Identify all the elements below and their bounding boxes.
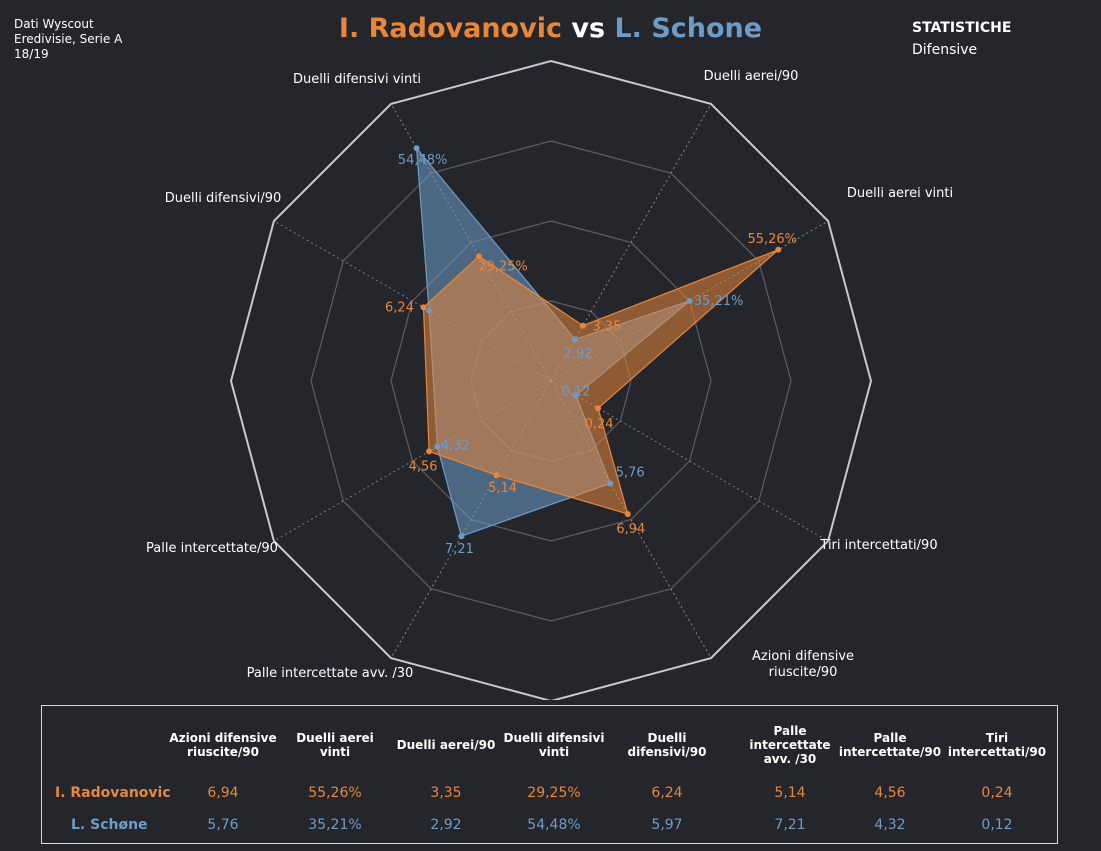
- table-header: Palle intercettate avv. /30: [749, 724, 831, 766]
- value-label-series-1: 5,14: [488, 481, 517, 496]
- data-point-series-1: [420, 304, 427, 311]
- value-label-series-2: 5,76: [616, 466, 645, 481]
- table-cell: 0,12: [981, 817, 1013, 833]
- source-line-1: Dati Wyscout: [14, 17, 94, 31]
- value-label-series-1: 6,94: [616, 522, 645, 537]
- value-label-series-1: 29,25%: [478, 259, 528, 274]
- title-vs: vs: [571, 13, 606, 44]
- radar-axis-line: [550, 103, 712, 382]
- value-label-series-2: 4,32: [441, 439, 470, 454]
- value-label-series-1: 3,35: [593, 320, 622, 335]
- value-label-series-1: 4,56: [409, 459, 438, 474]
- data-point-series-2: [686, 298, 693, 304]
- data-point-series-1: [493, 472, 500, 479]
- axis-label: Azioni difensive riuscite/90: [752, 649, 854, 680]
- table-cell: 2,92: [430, 817, 462, 833]
- value-label-series-2: 35,21%: [694, 294, 744, 309]
- axis-label: Duelli difensivi vinti: [293, 72, 421, 87]
- table-cell: 6,24: [651, 785, 683, 801]
- axis-label: Tiri intercettati/90: [819, 538, 937, 553]
- radar-axis-line: [550, 380, 712, 659]
- data-source-note: Dati Wyscout Eredivisie, Serie A 18/19: [14, 17, 122, 62]
- table-header: Duelli aerei vinti: [296, 731, 374, 759]
- value-label-series-2: 54,48%: [398, 153, 448, 168]
- title-player-1: I. Radovanovic: [338, 13, 562, 44]
- radar-axis-line: [273, 220, 552, 382]
- data-point-series-2: [434, 443, 441, 450]
- table-header: Duelli aerei/90: [396, 738, 496, 752]
- title-player-2: L. Schone: [614, 13, 763, 44]
- data-point-series-1: [624, 511, 631, 518]
- value-label-series-2: 2,92: [564, 346, 593, 361]
- table-cell: 35,21%: [308, 817, 362, 833]
- table-cell: 29,25%: [527, 785, 581, 801]
- table-header: Palle intercettate/90: [838, 731, 942, 759]
- table-cell: 3,35: [430, 785, 462, 801]
- axis-label: Duelli aerei/90: [704, 69, 799, 84]
- table-header: Azioni difensive riuscite/90: [169, 731, 277, 759]
- axis-label: Duelli difensivi/90: [165, 191, 282, 206]
- chart-title: I. Radovanovic vs L. Schone: [0, 13, 1101, 44]
- table-cell: 5,14: [774, 785, 806, 801]
- table-header: Duelli difensivi/90: [627, 731, 707, 759]
- source-line-2: Eredivisie, Serie A: [14, 32, 123, 46]
- table-cell: 4,56: [874, 785, 906, 801]
- table-header: Tiri intercettati/90: [947, 731, 1047, 759]
- table-cell: 4,32: [874, 817, 906, 833]
- data-point-series-2: [607, 480, 614, 487]
- radar-axis-line: [550, 380, 829, 542]
- value-label-series-2: 7,21: [445, 542, 474, 557]
- data-point-series-2: [413, 145, 420, 152]
- axis-label: Palle intercettate/90: [146, 541, 278, 556]
- table-header: Duelli difensivi vinti: [503, 731, 605, 759]
- table-cell: 55,26%: [308, 785, 362, 801]
- radar-chart: 29,25% 3,35 55,26% 0,24 6,94 5,14 4,56 6,24 54,4…: [146, 59, 953, 700]
- stat-subheading: Difensive: [912, 42, 978, 58]
- table-cell: 54,48%: [527, 817, 581, 833]
- data-point-series-1: [580, 322, 586, 329]
- data-point-series-1: [595, 405, 602, 412]
- data-point-series-2: [572, 336, 578, 343]
- stat-heading: STATISTICHE: [912, 20, 1012, 36]
- radar-outer-ring: [229, 59, 873, 700]
- table-row-label: I. Radovanovic: [55, 785, 171, 801]
- table-cell: 6,94: [207, 785, 239, 801]
- source-line-3: 18/19: [14, 47, 49, 61]
- table-cell: 5,76: [207, 817, 239, 833]
- data-point-series-2: [458, 533, 465, 540]
- value-label-series-2: 0,12: [561, 384, 590, 399]
- data-point-series-1: [775, 246, 782, 253]
- value-label-series-1: 55,26%: [747, 232, 797, 247]
- radar-axis-line: [273, 380, 552, 542]
- stat-category-box: STATISTICHE Difensive: [912, 20, 1011, 58]
- table-cell: 7,21: [774, 817, 806, 833]
- axis-label: Duelli aerei vinti: [847, 186, 953, 201]
- table-cell: 5,97: [651, 817, 683, 833]
- value-label-series-1: 0,24: [585, 417, 614, 432]
- data-point-series-1: [476, 253, 482, 260]
- data-point-series-2: [426, 307, 433, 314]
- table-row-label: L. Schøne: [71, 817, 148, 833]
- axis-label: Palle intercettate avv. /30: [247, 666, 414, 681]
- table-cell: 0,24: [981, 785, 1013, 801]
- data-point-series-2: [572, 392, 579, 399]
- comparison-table: Azioni difensive riuscite/90 Duelli aerei…: [41, 705, 1058, 844]
- data-point-series-1: [426, 448, 433, 455]
- value-label-series-1: 6,24: [385, 300, 414, 315]
